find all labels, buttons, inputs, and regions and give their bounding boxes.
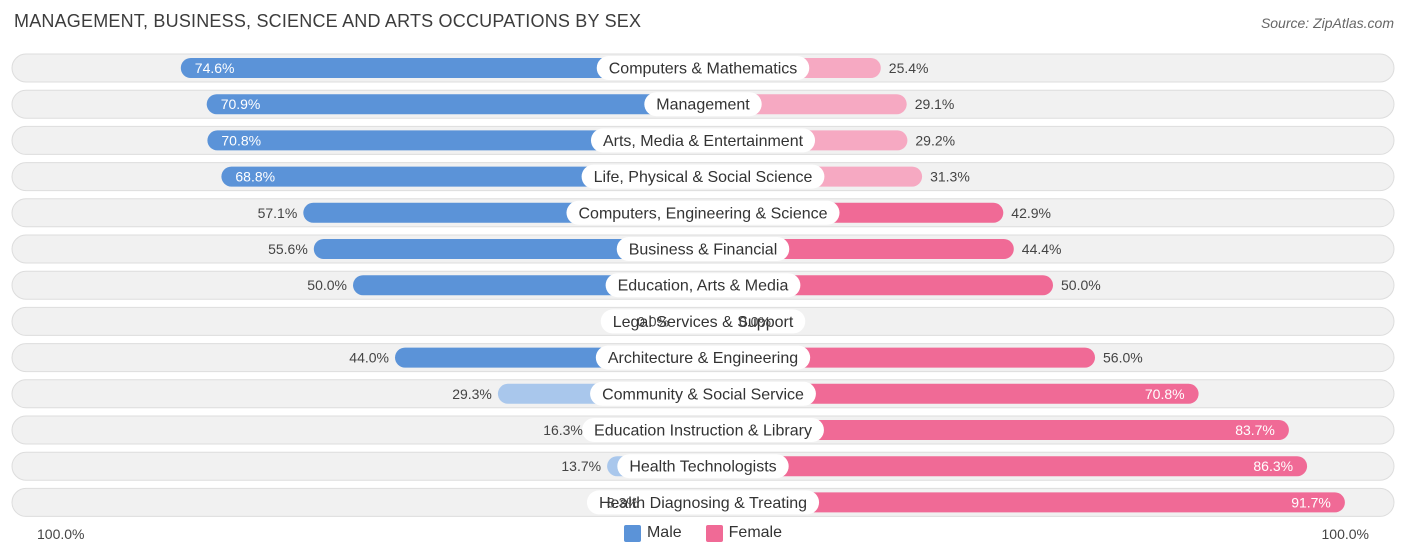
- category-pill: [566, 200, 840, 225]
- value-label-male: 57.1%: [258, 205, 298, 221]
- chart-row: Business & Financial 55.6% 44.4%: [11, 234, 1395, 264]
- value-label-female: 50.0%: [1061, 277, 1101, 293]
- value-label-male: 55.6%: [268, 241, 308, 257]
- value-label-female: 31.3%: [930, 169, 970, 185]
- category-label: Computers, Engineering & Science: [578, 205, 827, 222]
- value-label-female: 91.7%: [1291, 494, 1331, 510]
- category-label: Architecture & Engineering: [608, 350, 798, 367]
- source-note: Source: ZipAtlas.com: [1260, 15, 1394, 31]
- value-label-male: 44.0%: [349, 350, 389, 366]
- category-label: Health Diagnosing & Treating: [599, 495, 807, 512]
- value-label-female: 56.0%: [1103, 350, 1143, 366]
- category-label: Education, Arts & Media: [618, 278, 789, 295]
- bar-male: [207, 130, 703, 151]
- bar-female: [703, 420, 1289, 440]
- chart-row: Education, Arts & Media 50.0% 50.0%: [11, 270, 1395, 300]
- value-label-male: 16.3%: [543, 422, 583, 438]
- chart-row: Computers & Mathematics 74.6% 25.4%: [11, 53, 1395, 83]
- value-label-male: 68.8%: [235, 169, 275, 185]
- value-label-female: 70.8%: [1145, 386, 1185, 402]
- bar-male: [313, 239, 703, 259]
- bar-female: [703, 492, 1345, 513]
- value-label-female: 44.4%: [1022, 241, 1062, 257]
- bar-male: [180, 58, 704, 78]
- bar-male: [221, 166, 703, 187]
- category-pill: [590, 381, 816, 406]
- chart-title: Management, Business, Science and Arts O…: [14, 11, 642, 31]
- value-label-female: 29.1%: [915, 96, 955, 112]
- category-pill: [581, 164, 825, 189]
- category-label: Arts, Media & Entertainment: [603, 133, 804, 150]
- value-label-female: 86.3%: [1253, 458, 1293, 474]
- chart-plot: Computers & Mathematics 74.6% 25.4% Managem…: [11, 53, 1395, 517]
- chart-row: Architecture & Engineering 44.0% 56.0%: [11, 343, 1395, 373]
- category-pill: [590, 128, 816, 153]
- category-label: Legal Services & Support: [613, 314, 794, 331]
- category-pill: [582, 418, 824, 442]
- legend-item-female[interactable]: Female: [705, 524, 783, 542]
- category-label: Business & Financial: [629, 242, 778, 259]
- category-label: Life, Physical & Social Science: [594, 169, 813, 186]
- value-label-male: 13.7%: [561, 458, 601, 474]
- chart-row: Computers, Engineering & Science 57.1% 42.…: [11, 198, 1395, 228]
- value-label-female: 0.0%: [739, 313, 771, 329]
- legend-swatch-male: [623, 524, 641, 542]
- category-label: Computers & Mathematics: [609, 61, 798, 78]
- category-pill: [617, 454, 789, 479]
- category-label: Education Instruction & Library: [594, 423, 812, 440]
- legend-swatch-female: [705, 524, 723, 542]
- value-label-male: 74.6%: [195, 60, 235, 76]
- bar-male: [206, 94, 703, 115]
- category-pill: [605, 273, 801, 298]
- value-label-female: 29.2%: [915, 132, 955, 148]
- value-label-male: 70.9%: [221, 96, 261, 112]
- category-pill: [596, 56, 810, 80]
- chart-row: Community & Social Service 29.3% 70.8%: [11, 379, 1395, 409]
- value-label-female: 25.4%: [889, 60, 929, 76]
- axis-right-label: 100.0%: [1321, 526, 1369, 542]
- value-label-male: 50.0%: [307, 277, 347, 293]
- legend-label-female: Female: [728, 524, 783, 541]
- category-label: Community & Social Service: [602, 386, 804, 403]
- chart-row: Management 70.9% 29.1%: [11, 89, 1395, 119]
- chart-row: Health Technologists 13.7% 86.3%: [11, 451, 1395, 481]
- legend-label-male: Male: [646, 524, 682, 541]
- chart-row: Arts, Media & Entertainment 70.8% 29.2%: [11, 125, 1395, 155]
- chart-row: Education Instruction & Library 16.3% 83.7…: [11, 415, 1395, 445]
- chart-row: Life, Physical & Social Science 68.8% 31.3…: [11, 162, 1395, 192]
- value-label-male: 8.3%: [607, 494, 639, 510]
- value-label-male: 0.0%: [637, 313, 669, 329]
- bar-female: [703, 383, 1199, 404]
- category-pill: [644, 92, 762, 117]
- category-pill: [586, 490, 820, 515]
- category-pill: [600, 309, 806, 334]
- value-label-male: 70.8%: [221, 132, 261, 148]
- value-label-male: 29.3%: [452, 386, 492, 402]
- legend: Male Female: [0, 524, 1406, 542]
- legend-item-male[interactable]: Male: [623, 524, 682, 542]
- value-label-female: 42.9%: [1011, 205, 1051, 221]
- axis-left-label: 100.0%: [37, 526, 85, 542]
- value-label-female: 83.7%: [1235, 422, 1275, 438]
- category-pill: [616, 237, 790, 261]
- category-pill: [595, 345, 811, 370]
- bar-female: [703, 456, 1308, 477]
- category-label: Health Technologists: [629, 459, 776, 476]
- category-label: Management: [656, 97, 750, 114]
